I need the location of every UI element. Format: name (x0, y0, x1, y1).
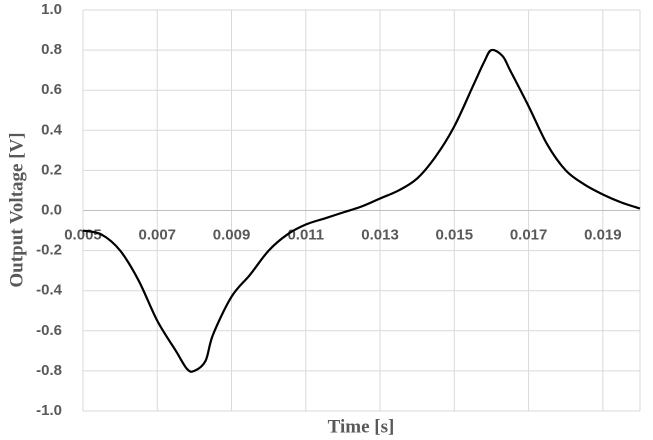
y-tick-label: -0.4 (36, 282, 63, 299)
x-tick-label: 0.019 (584, 226, 622, 243)
y-tick-label: -0.2 (36, 242, 62, 259)
x-axis-title: Time [s] (328, 416, 395, 437)
x-tick-label: 0.015 (436, 226, 474, 243)
x-tick-label: 0.017 (510, 226, 548, 243)
y-tick-label: 1.0 (41, 1, 62, 18)
y-tick-label: 0.4 (41, 121, 63, 138)
line (82, 48, 641, 373)
y-tick-label: 0.8 (41, 41, 62, 58)
x-tick-label: 0.009 (213, 226, 251, 243)
y-axis-title: Output Voltage [V] (6, 132, 27, 287)
x-tick-label: 0.005 (64, 226, 102, 243)
y-tick-label: -1.0 (36, 402, 62, 419)
y-tick-label: -0.8 (36, 362, 62, 379)
x-tick-label: 0.011 (287, 226, 324, 243)
x-tick-label: 0.013 (361, 226, 399, 243)
y-tick-label: 0.0 (41, 201, 62, 218)
y-tick-label: 0.6 (41, 81, 62, 98)
y-tick-label: 0.2 (41, 161, 62, 178)
y-tick-label: -0.6 (36, 322, 62, 339)
x-tick-label: 0.007 (138, 226, 176, 243)
